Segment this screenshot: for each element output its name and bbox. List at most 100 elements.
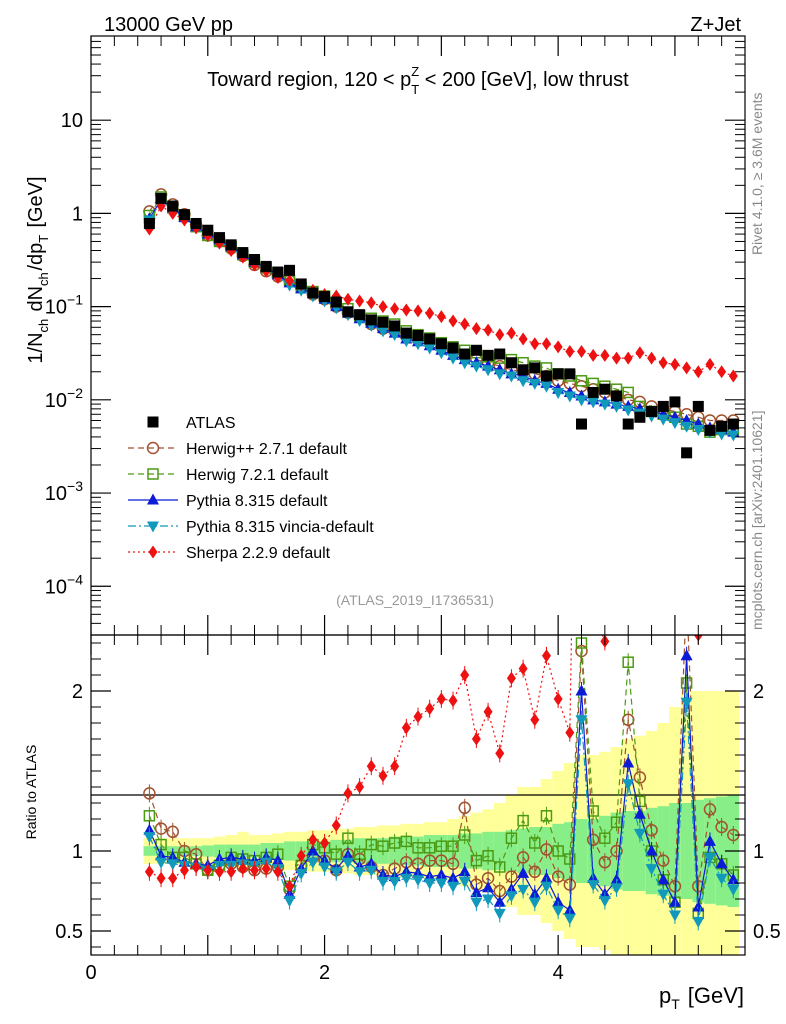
top-point-atlas	[716, 420, 728, 432]
top-point-vincia	[458, 358, 471, 370]
ratio-point-herwig7	[529, 837, 541, 849]
ratio-point-herwig7	[622, 656, 634, 668]
ratio-point-vincia	[540, 881, 553, 893]
legend: ATLAS Herwig++ 2.7.1 default Herwig 7.2.1 …	[128, 415, 374, 562]
ratio-point-herwig7	[143, 810, 156, 822]
top-point-sherpa	[355, 294, 365, 308]
ratio-point-vincia	[400, 873, 413, 885]
top-point-sherpa	[577, 344, 586, 358]
ratio-point-vincia	[458, 876, 471, 888]
x-tick-label: 4	[553, 962, 564, 984]
top-point-atlas	[646, 405, 658, 417]
ratio-point-herwigpp	[633, 771, 647, 784]
top-point-atlas	[599, 383, 611, 395]
top-point-atlas	[354, 309, 366, 321]
ratio-point-sherpa	[378, 769, 388, 783]
legend-label-vincia: Pythia 8.315 vincia-default	[186, 519, 374, 536]
ratio-point-vincia	[587, 880, 600, 892]
ratio-point-vincia	[388, 876, 401, 888]
top-point-sherpa	[425, 306, 435, 320]
x-tick-label: 0	[85, 962, 96, 984]
ratio-point-vincia	[563, 913, 576, 925]
top-point-vincia	[552, 387, 565, 399]
top-point-atlas	[249, 254, 260, 266]
top-point-atlas	[330, 296, 342, 308]
ratio-point-sherpa	[366, 759, 376, 773]
plot-title: Toward region, 120 < pZ T < 200 [GeV], lo…	[207, 64, 629, 97]
ratio-point-sherpa	[214, 865, 224, 879]
ratio-point-sherpa	[425, 702, 435, 716]
ratio-point-sherpa	[413, 710, 423, 724]
top-point-sherpa	[483, 323, 493, 337]
top-point-vincia	[400, 336, 413, 348]
ratio-point-vincia	[610, 883, 623, 895]
ratio-point-sherpa	[226, 865, 236, 879]
ratio-point-vincia	[330, 867, 343, 879]
top-point-atlas	[704, 424, 716, 436]
legend-marker-pythia	[147, 493, 159, 505]
top-point-sherpa	[401, 303, 411, 317]
ratio-y-tick-label-right: 2	[753, 681, 764, 703]
ratio-point-herwigpp	[586, 833, 600, 847]
ratio-point-pythia	[668, 895, 681, 907]
ratio-point-herwigpp	[703, 803, 717, 816]
ratio-point-pythia	[727, 873, 740, 885]
top-line-herwigpp	[148, 193, 734, 422]
ratio-series-layer	[143, 635, 740, 931]
ratio-point-herwig7	[552, 845, 564, 857]
ratio-point-vincia	[435, 878, 448, 890]
ratio-point-sherpa	[308, 833, 318, 847]
top-point-vincia	[622, 405, 635, 417]
ratio-point-vincia	[493, 908, 506, 920]
ratio-point-vincia	[598, 896, 611, 908]
top-point-atlas	[284, 264, 296, 276]
ratio-point-herwig7	[388, 837, 401, 849]
ratio-point-sherpa	[320, 836, 330, 850]
top-point-sherpa	[728, 369, 738, 383]
ratio-point-herwigpp	[610, 844, 623, 858]
top-point-sherpa	[705, 357, 715, 371]
top-point-vincia	[727, 430, 740, 442]
top-point-sherpa	[530, 337, 540, 351]
top-point-sherpa	[612, 351, 622, 365]
top-point-sherpa	[518, 332, 528, 346]
top-point-herwig7	[622, 386, 634, 399]
top-point-sherpa	[378, 300, 388, 314]
top-point-atlas	[143, 217, 155, 229]
ratio-point-sherpa	[506, 671, 516, 685]
ratio-point-sherpa	[296, 849, 306, 863]
ratio-point-vincia	[412, 875, 424, 887]
ratio-point-vincia	[645, 864, 658, 876]
band-inner	[283, 841, 296, 861]
top-point-vincia	[610, 401, 623, 413]
band-inner	[493, 831, 506, 871]
top-point-atlas	[365, 314, 377, 326]
top-point-sherpa	[506, 326, 516, 340]
top-point-vincia	[680, 421, 693, 433]
top-point-atlas	[237, 247, 249, 259]
band-inner	[692, 799, 705, 903]
ratio-point-vincia	[680, 697, 693, 709]
ratio-point-sherpa	[203, 863, 213, 877]
top-point-vincia	[715, 429, 728, 441]
top-point-atlas	[669, 396, 681, 408]
ratio-point-sherpa	[518, 662, 528, 676]
ratio-point-sherpa	[250, 863, 259, 877]
ratio-point-vincia	[633, 828, 646, 840]
top-y-tick-label: 10−2	[45, 385, 83, 412]
ratio-point-vincia	[657, 889, 670, 901]
top-point-atlas	[435, 338, 447, 350]
process-label: Z+Jet	[690, 14, 741, 36]
mcplots-reference-label: mcplots.cern.ch [arXiv:2401.10621]	[749, 411, 765, 630]
ratio-y-axis: 2 2 1 1 0.5 0.5	[55, 642, 781, 948]
ratio-point-vincia	[622, 779, 635, 791]
ratio-point-herwig7	[482, 850, 494, 862]
band-inner	[587, 819, 600, 883]
top-point-vincia	[493, 369, 506, 381]
ratio-point-vincia	[376, 876, 389, 888]
top-point-sherpa	[366, 296, 376, 310]
top-point-atlas	[342, 306, 354, 318]
top-point-sherpa	[693, 365, 703, 379]
legend-marker-vincia	[147, 521, 159, 533]
top-y-tick-label: 10−4	[45, 571, 83, 598]
